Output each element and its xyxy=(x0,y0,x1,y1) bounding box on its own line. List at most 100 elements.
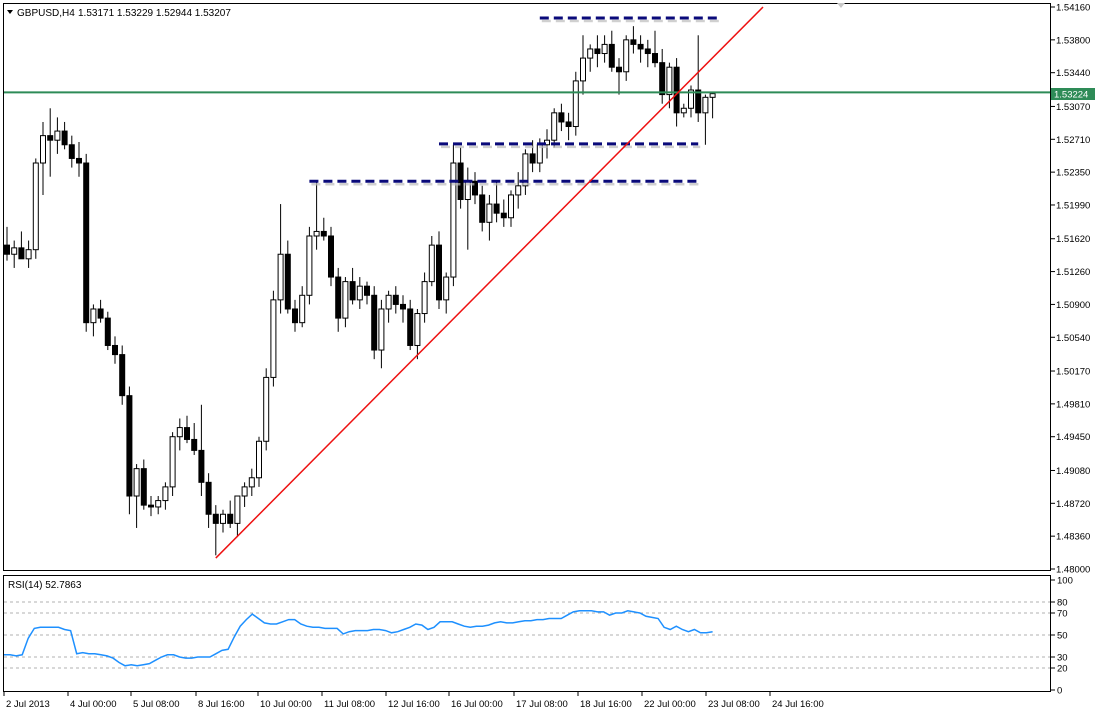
candle xyxy=(148,496,154,517)
bull-candle-body xyxy=(421,281,428,315)
bear-candle-body xyxy=(695,89,702,114)
bull-candle-body xyxy=(515,185,522,196)
candle xyxy=(407,299,414,351)
time-tick-label: 8 Jul 16:00 xyxy=(198,699,244,710)
time-tick-label: 16 Jul 00:00 xyxy=(451,699,503,710)
price-tick-label: 1.48000 xyxy=(1056,565,1090,576)
bull-candle-body xyxy=(25,249,32,260)
bull-candle-body xyxy=(587,48,594,59)
bear-candle-body xyxy=(126,395,133,497)
bear-candle-body xyxy=(104,317,111,346)
time-tick-label: 24 Jul 16:00 xyxy=(772,699,824,710)
candle xyxy=(68,135,75,168)
bull-candle-body xyxy=(256,440,262,479)
bear-candle-body xyxy=(61,130,68,146)
bear-candle-body xyxy=(371,294,378,351)
candle xyxy=(25,240,32,268)
rsi-line xyxy=(4,610,713,667)
bull-candle-body xyxy=(313,230,320,237)
bull-candle-body xyxy=(443,276,450,301)
bull-candle-body xyxy=(702,96,709,114)
bear-candle-body xyxy=(191,438,198,451)
bear-candle-body xyxy=(4,244,10,255)
bull-candle-body xyxy=(414,313,421,346)
time-axis[interactable]: 2 Jul 2013 4 Jul 00:00 5 Jul 08:00 8 Jul 16… xyxy=(3,692,824,710)
overlay-lines[interactable] xyxy=(4,6,1050,559)
bear-candle-body xyxy=(594,48,601,55)
trend-line[interactable] xyxy=(215,6,764,559)
bull-candle-body xyxy=(54,130,61,141)
bear-candle-body xyxy=(652,53,658,64)
candle xyxy=(126,386,133,515)
triangle-down-icon[interactable] xyxy=(7,10,13,14)
chart-shift-marker-icon[interactable] xyxy=(837,3,845,8)
price-tick-label: 1.49810 xyxy=(1056,399,1090,410)
bull-candle-body xyxy=(248,477,255,488)
candle xyxy=(40,121,46,195)
bear-candle-body xyxy=(529,153,536,164)
candle xyxy=(508,190,514,227)
price-tick-label: 1.48360 xyxy=(1056,532,1090,543)
bear-candle-body xyxy=(292,308,298,324)
candle xyxy=(652,30,658,68)
bear-candle-body xyxy=(400,303,406,310)
candle xyxy=(61,121,68,150)
candle xyxy=(364,281,370,305)
time-tick-label: 10 Jul 00:00 xyxy=(260,699,312,710)
bear-candle-body xyxy=(205,481,212,515)
bear-candle-body xyxy=(335,276,342,319)
price-tick-label: 1.48720 xyxy=(1056,499,1090,510)
bull-candle-body xyxy=(623,39,630,73)
bear-candle-body xyxy=(659,62,666,96)
candle xyxy=(299,286,306,328)
candle xyxy=(486,194,493,241)
time-tick-label: 11 Jul 08:00 xyxy=(324,699,375,710)
candle xyxy=(205,473,212,528)
price-tick-label: 1.50540 xyxy=(1056,333,1090,344)
bear-candle-body xyxy=(212,513,219,524)
bull-candle-body xyxy=(342,281,349,319)
time-tick-label: 22 Jul 00:00 xyxy=(644,699,696,710)
bear-candle-body xyxy=(558,112,565,123)
price-pane[interactable] xyxy=(3,3,1051,571)
candle xyxy=(400,295,406,323)
rsi-tick-label: 70 xyxy=(1057,609,1068,620)
bear-candle-body xyxy=(472,180,478,196)
price-tick-label: 1.53070 xyxy=(1056,102,1090,113)
bear-candle-body xyxy=(227,513,234,524)
candle xyxy=(220,509,226,533)
bear-candle-body xyxy=(97,308,104,319)
time-tick-label: 17 Jul 08:00 xyxy=(516,699,568,710)
candle xyxy=(472,172,478,205)
candle xyxy=(90,304,97,337)
candle xyxy=(580,35,586,95)
price-tick-label: 1.51260 xyxy=(1056,267,1090,278)
rsi-pane[interactable] xyxy=(3,575,1051,692)
candle xyxy=(4,226,10,261)
time-tick-label: 4 Jul 00:00 xyxy=(70,699,116,710)
bull-candle-body xyxy=(40,135,46,164)
candle xyxy=(558,103,565,132)
bull-candle-body xyxy=(263,376,270,442)
candle xyxy=(18,231,25,260)
bear-candle-body xyxy=(673,66,680,114)
bear-candle-body xyxy=(284,253,291,310)
time-tick-label: 2 Jul 2013 xyxy=(6,699,50,710)
candle xyxy=(277,204,284,314)
price-axis[interactable]: 1.54160 1.53800 1.53440 1.53070 1.52710 1.523… xyxy=(1051,3,1090,576)
candle xyxy=(493,181,500,223)
bull-candle-body xyxy=(306,235,313,296)
bear-candle-body xyxy=(364,285,370,296)
candle xyxy=(551,108,558,148)
bull-candle-body xyxy=(133,468,140,497)
bull-candle-body xyxy=(551,112,558,141)
time-tick-label: 12 Jul 16:00 xyxy=(388,699,440,710)
candle xyxy=(184,415,190,444)
candle xyxy=(630,26,637,54)
bull-candle-body xyxy=(220,513,226,524)
candle xyxy=(644,39,651,68)
dashed-levels[interactable] xyxy=(309,16,722,186)
